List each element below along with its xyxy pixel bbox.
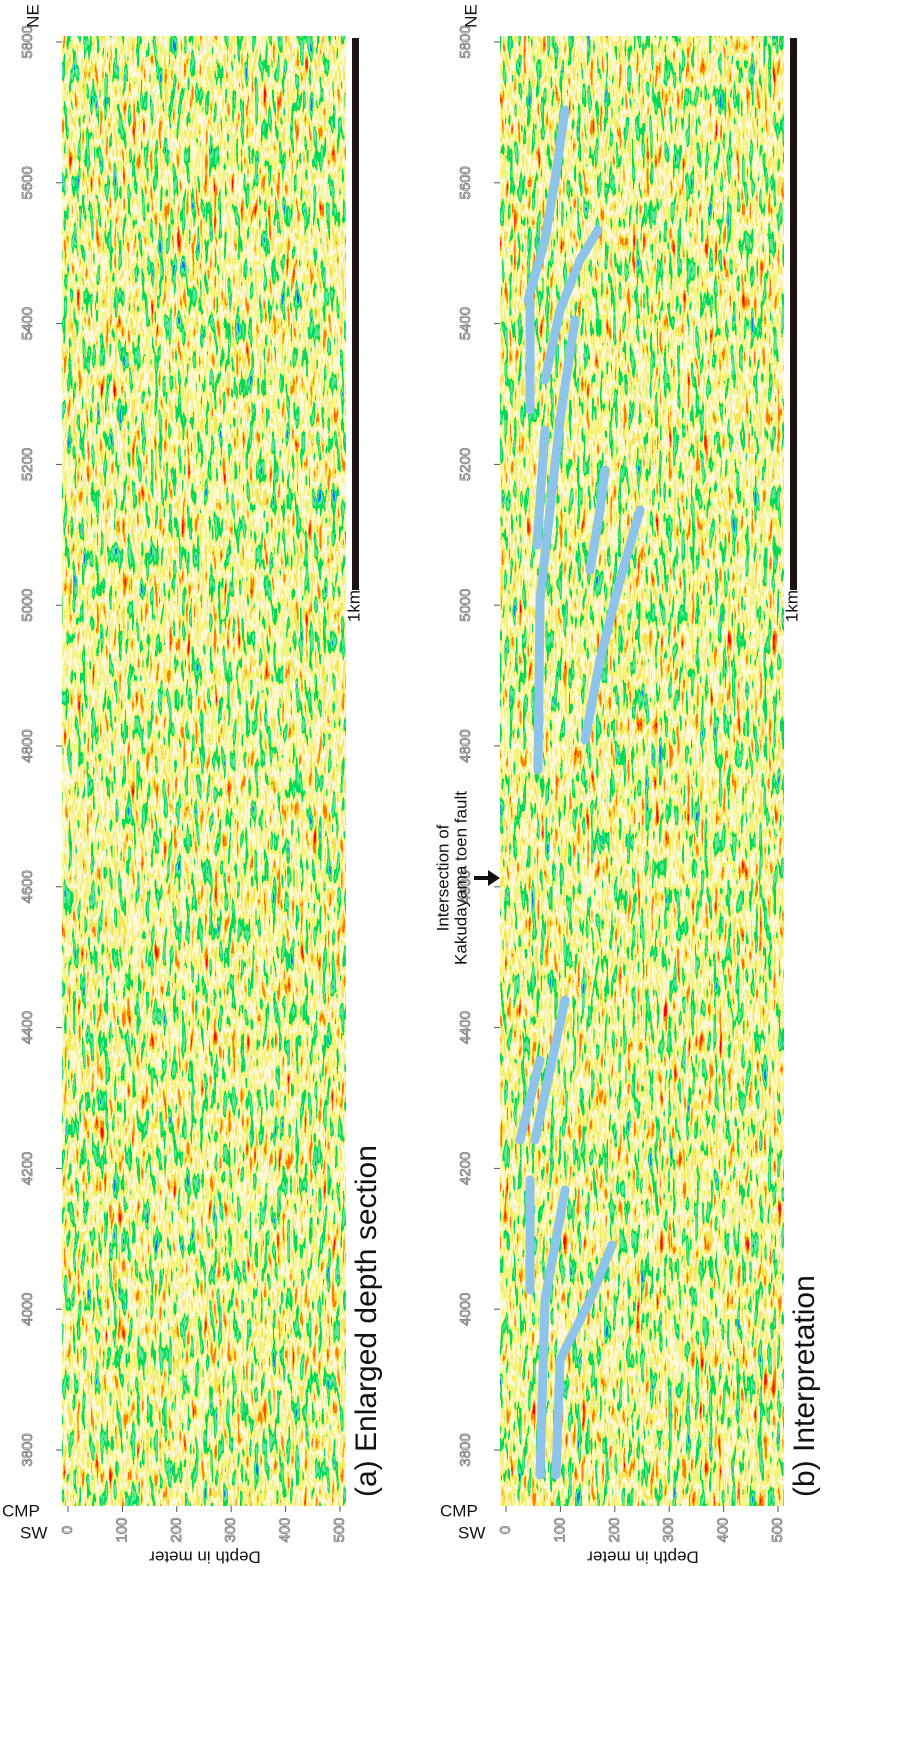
interpretation-lines [515,105,645,1480]
cmp-tick-label: 3800 [457,1433,474,1466]
cmp-tick-label: 4200 [19,1152,36,1185]
cmp-tick-label: 3800 [19,1433,36,1466]
depth-tick-label: 0 [497,1526,514,1534]
ne-label: NE [23,4,42,28]
seismic-section [62,36,346,1506]
depth-tick-label: 500 [331,1517,348,1542]
cmp-tick-label: 5400 [19,307,36,340]
cmp-tick-label: 4600 [457,870,474,903]
panel-title: (a) Enlarged depth section [350,1145,383,1497]
cmp-tick-label: 4000 [457,1293,474,1326]
cmp-label: CMP [2,1501,40,1520]
cmp-tick-label: 5800 [19,25,36,58]
sw-label: SW [20,1523,47,1542]
scale-label: 1km [782,590,801,622]
arrow [474,870,500,886]
depth-tick-label: 500 [769,1517,786,1542]
depth-tick-label: 200 [606,1517,623,1542]
scale-label: 1km [344,590,363,622]
sw-label: SW [458,1523,485,1542]
scale-bar [790,38,797,590]
cmp-tick-label: 5200 [457,448,474,481]
depth-tick-label: 300 [222,1517,239,1542]
cmp-tick-label: 4000 [19,1293,36,1326]
cmp-tick-label: 4400 [19,1011,36,1044]
panel-title: (b) Interpretation [788,1275,821,1497]
cmp-tick-label: 4800 [19,729,36,762]
depth-tick-label: 400 [277,1517,294,1542]
ne-label: NE [461,4,480,28]
cmp-tick-label: 5400 [457,307,474,340]
depth-axis-label: Depth in meter [587,1548,699,1567]
cmp-tick-label: 5600 [457,166,474,199]
scale-bar [352,38,359,590]
cmp-tick-label: 5200 [19,448,36,481]
depth-tick-label: 200 [168,1517,185,1542]
depth-axis-label: Depth in meter [149,1548,261,1567]
depth-tick-label: 100 [551,1517,568,1542]
cmp-tick-label: 4600 [19,870,36,903]
seismic-section [500,36,784,1506]
annotation: Intersection of [433,824,452,931]
cmp-tick-label: 4800 [457,729,474,762]
depth-tick-label: 300 [660,1517,677,1542]
cmp-label: CMP [440,1501,478,1520]
depth-tick-label: 400 [715,1517,732,1542]
cmp-tick-label: 5000 [19,589,36,622]
cmp-tick-label: 4400 [457,1011,474,1044]
cmp-tick-label: 4200 [457,1152,474,1185]
cmp-tick-label: 5600 [19,166,36,199]
cmp-tick-label: 5800 [457,25,474,58]
depth-tick-label: 100 [113,1517,130,1542]
annotation: Kakudayama toen fault [451,791,470,965]
cmp-tick-label: 5000 [457,589,474,622]
depth-tick-label: 0 [59,1526,76,1534]
